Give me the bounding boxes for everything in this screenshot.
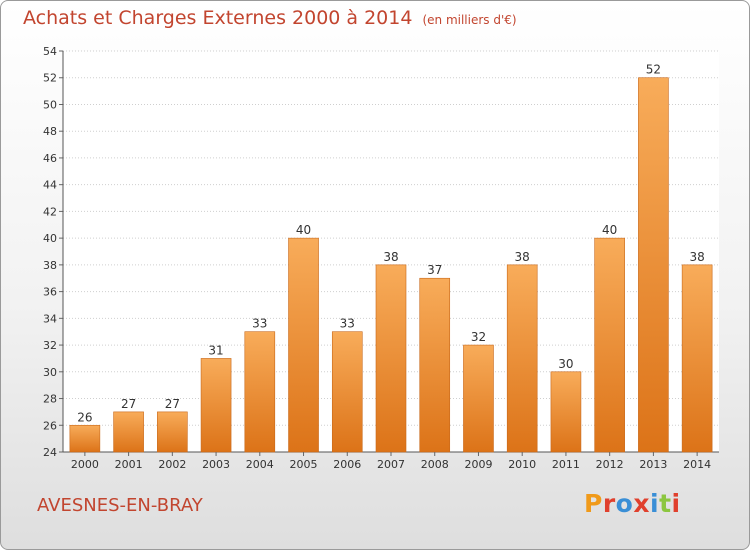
x-tick-label: 2008: [421, 458, 449, 471]
bar-value-label: 38: [689, 250, 704, 264]
logo-letter: t: [659, 489, 672, 518]
bar: [419, 277, 451, 453]
bar-value-label: 38: [383, 250, 398, 264]
y-tick-label: 34: [43, 312, 57, 325]
x-tick-label: 2011: [552, 458, 580, 471]
x-tick-label: 2013: [639, 458, 667, 471]
logo-letter: x: [633, 489, 650, 518]
bar-value-label: 33: [252, 317, 267, 331]
x-tick-label: 2006: [333, 458, 361, 471]
y-tick-label: 24: [43, 446, 57, 459]
bar-value-label: 30: [558, 357, 573, 371]
bar: [638, 77, 669, 453]
bar: [244, 331, 276, 453]
bar-value-label: 31: [208, 343, 223, 357]
y-tick-label: 30: [43, 366, 57, 379]
x-tick-label: 2004: [246, 458, 274, 471]
city-name: AVESNES-EN-BRAY: [37, 495, 203, 516]
bar: [550, 371, 582, 453]
bar-value-label: 26: [77, 410, 92, 424]
y-tick-label: 36: [43, 286, 57, 299]
bar-value-label: 38: [515, 250, 530, 264]
y-tick-label: 50: [43, 98, 57, 111]
title-row: Achats et Charges Externes 2000 à 2014 (e…: [23, 7, 517, 29]
chart-title: Achats et Charges Externes 2000 à 2014: [23, 7, 413, 29]
x-tick-label: 2003: [202, 458, 230, 471]
chart-subtitle: (en milliers d'€): [422, 13, 517, 27]
bar: [375, 264, 407, 453]
x-tick-label: 2007: [377, 458, 405, 471]
y-tick-label: 48: [43, 125, 57, 138]
y-tick-label: 54: [43, 45, 57, 58]
x-tick-label: 2014: [683, 458, 711, 471]
y-tick-label: 42: [43, 205, 57, 218]
logo-letter: i: [650, 489, 660, 518]
x-tick-label: 2001: [115, 458, 143, 471]
bar-value-label: 37: [427, 263, 442, 277]
bar: [331, 331, 363, 453]
bar-value-label: 40: [296, 223, 311, 237]
y-tick-label: 38: [43, 259, 57, 272]
bar: [200, 358, 232, 453]
y-tick-label: 26: [43, 419, 57, 432]
y-tick-label: 44: [43, 179, 57, 192]
x-tick-label: 2010: [508, 458, 536, 471]
y-tick-label: 52: [43, 72, 57, 85]
bar-value-label: 27: [165, 397, 180, 411]
bar-value-label: 27: [121, 397, 136, 411]
x-tick-label: 2002: [158, 458, 186, 471]
logo-letter: o: [615, 489, 634, 518]
proxiti-logo[interactable]: Proxiti: [584, 489, 681, 518]
bar: [157, 411, 188, 453]
y-tick-label: 28: [43, 393, 57, 406]
logo-letter: P: [584, 489, 603, 518]
x-tick-label: 2000: [71, 458, 99, 471]
bar-value-label: 33: [340, 317, 355, 331]
logo-letter: i: [671, 489, 681, 518]
y-tick-label: 40: [43, 232, 57, 245]
bar-value-label: 52: [646, 63, 661, 77]
y-tick-label: 46: [43, 152, 57, 165]
bar: [463, 344, 494, 453]
bar: [506, 264, 538, 453]
bar-value-label: 40: [602, 223, 617, 237]
bar-value-label: 32: [471, 330, 486, 344]
bar: [113, 411, 144, 453]
bar: [69, 424, 101, 453]
x-tick-label: 2005: [290, 458, 318, 471]
logo-letter: r: [602, 489, 616, 518]
bar: [594, 237, 625, 453]
y-tick-label: 32: [43, 339, 57, 352]
bar: [288, 237, 319, 453]
x-tick-label: 2009: [464, 458, 492, 471]
x-tick-label: 2012: [596, 458, 624, 471]
bar: [681, 264, 713, 453]
